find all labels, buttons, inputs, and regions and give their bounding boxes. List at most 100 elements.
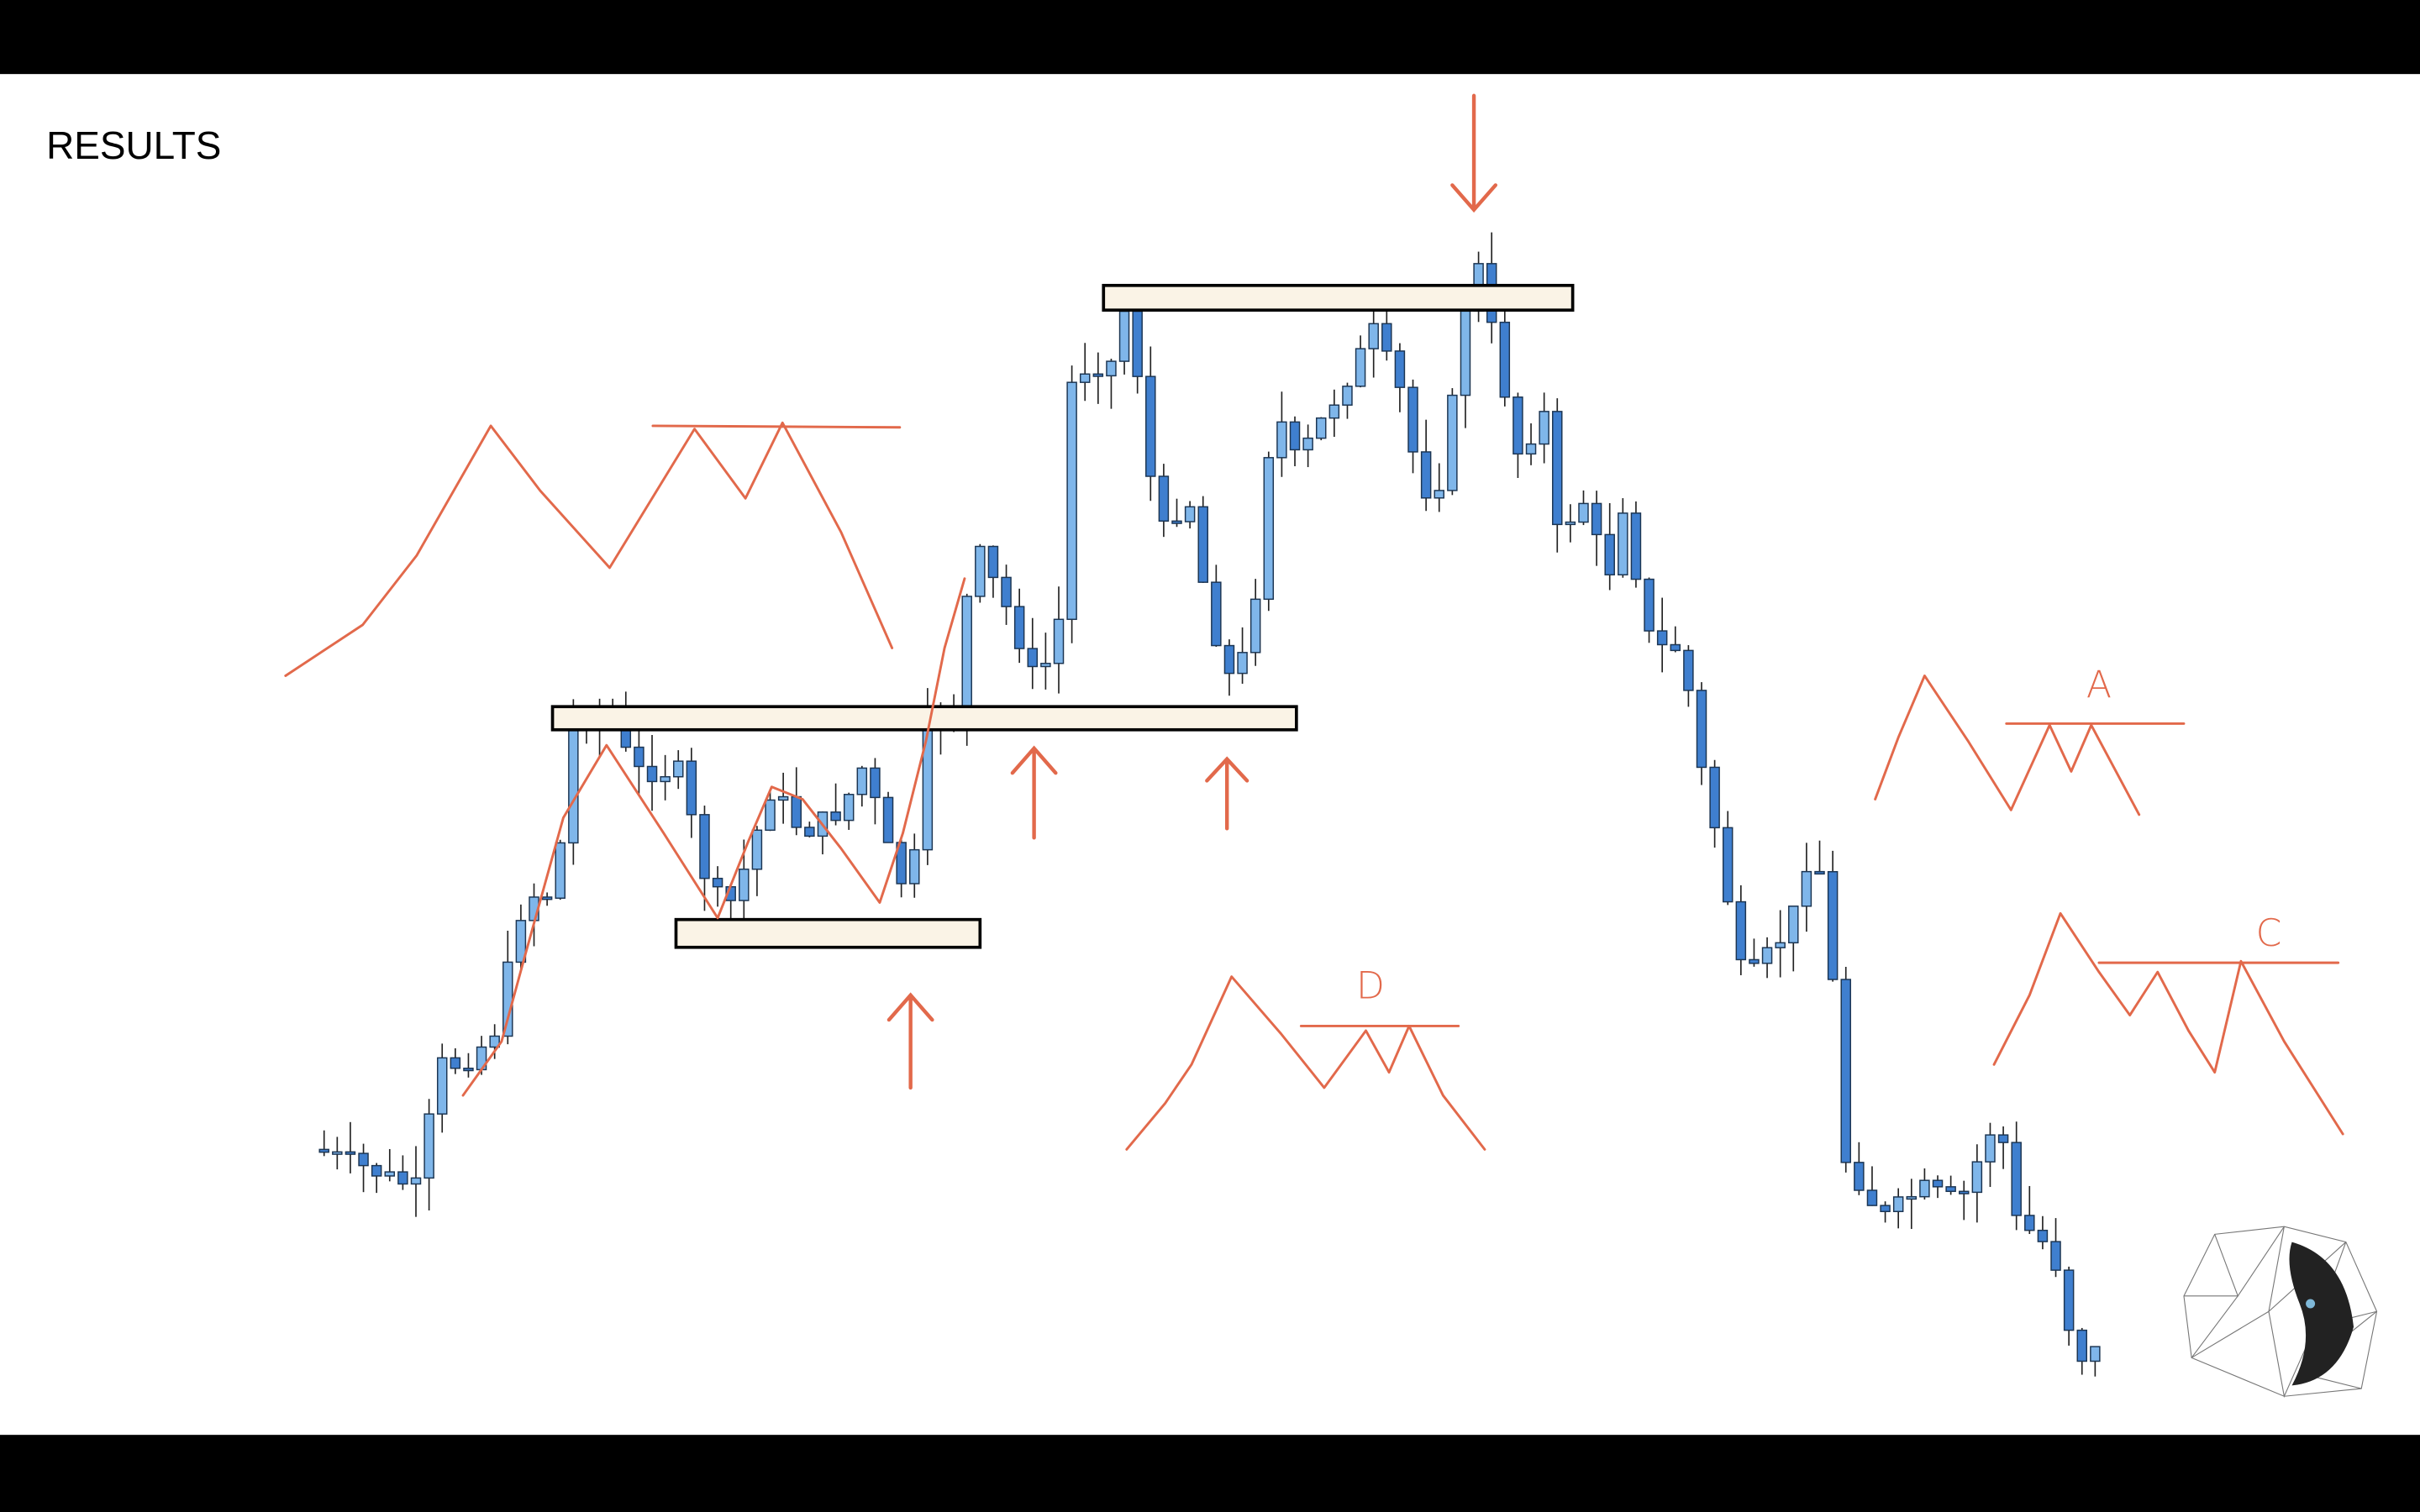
candle-body — [1775, 942, 1786, 948]
candle-body — [436, 1057, 448, 1115]
candle-body — [1302, 437, 1313, 451]
candle-body — [1801, 870, 1812, 907]
candle-body — [1145, 375, 1156, 477]
candle-body — [2090, 1346, 2101, 1362]
candle-body — [410, 1177, 422, 1185]
sketch-neckline — [651, 424, 902, 429]
candle-body — [397, 1171, 408, 1185]
candle-body — [1722, 827, 1733, 903]
candle-body — [673, 760, 684, 778]
candle-body — [1618, 512, 1628, 576]
candle-body — [1223, 644, 1235, 675]
candle-body — [1420, 451, 1432, 499]
candle-body — [2076, 1329, 2087, 1362]
arrow-up — [1010, 745, 1058, 840]
candle-body — [830, 811, 841, 822]
candle-body — [1696, 690, 1707, 769]
candle-body — [646, 765, 658, 783]
candle-body — [332, 1151, 343, 1155]
candle-body — [1880, 1205, 1891, 1213]
candle-body — [1854, 1162, 1865, 1191]
candle-body — [1512, 396, 1523, 455]
candle-body — [870, 767, 881, 799]
candle-body — [882, 796, 894, 843]
candle-body — [1906, 1195, 1918, 1200]
candle-body — [1604, 533, 1615, 576]
candle-body — [961, 596, 972, 717]
candle-body — [1276, 421, 1287, 459]
candle-body — [1171, 520, 1182, 524]
candle-body — [1040, 663, 1051, 668]
candle-body — [987, 545, 999, 579]
candle-body — [1971, 1161, 1983, 1194]
candle-body — [1066, 381, 1077, 621]
candle-body — [1027, 648, 1039, 668]
candle-body — [896, 842, 907, 885]
candle-body — [1053, 618, 1065, 664]
candle-body — [1197, 506, 1208, 583]
candle-body — [1499, 321, 1511, 398]
candle-body — [1840, 979, 1851, 1163]
candle-body — [1735, 900, 1747, 961]
candle-body — [751, 829, 763, 870]
candle-body — [1656, 630, 1668, 646]
candle-body — [384, 1171, 396, 1177]
label-d: D — [1356, 964, 1385, 1007]
candle-body — [1919, 1179, 1930, 1198]
candle-body — [1249, 598, 1261, 654]
candle-body — [358, 1152, 369, 1167]
candle-body — [1316, 417, 1327, 439]
candle-body — [502, 961, 513, 1037]
candle-body — [1132, 310, 1143, 377]
candle-body — [1184, 506, 1196, 522]
arrows — [886, 93, 1497, 1090]
arrow-up — [1205, 756, 1249, 831]
candle-body — [1997, 1134, 2009, 1143]
candle-body — [541, 896, 553, 900]
candle-body — [975, 545, 986, 597]
candle-body — [1578, 502, 1589, 523]
candle-body — [765, 799, 776, 832]
candle-body — [1827, 870, 1839, 980]
candle-body — [489, 1035, 500, 1048]
candle-body — [1381, 323, 1392, 352]
candle-body — [1460, 310, 1471, 396]
candle-body — [712, 877, 723, 888]
sketch-pattern — [284, 421, 894, 677]
candle-body — [699, 814, 710, 879]
candle-body — [568, 722, 579, 844]
candle-body — [634, 746, 644, 768]
sketch-d — [1125, 975, 1486, 1151]
candle-body — [1106, 360, 1117, 377]
candle-body — [909, 848, 920, 885]
resistance-zone — [550, 705, 1298, 732]
candle-body — [1525, 443, 1537, 455]
candle-body — [856, 767, 868, 795]
candle-body — [2050, 1241, 2061, 1271]
candle-body — [777, 795, 789, 801]
candle-body — [686, 760, 697, 816]
candle-body — [1237, 652, 1248, 675]
candle-body — [1866, 1189, 1878, 1206]
arrow-down — [1450, 93, 1497, 213]
candle-body — [1959, 1190, 1970, 1194]
candle-body — [1814, 870, 1825, 875]
candle-body — [1407, 386, 1418, 453]
logo — [2183, 1226, 2378, 1399]
candle-body — [1289, 421, 1301, 451]
candle-body — [739, 869, 750, 901]
support-zone — [674, 917, 982, 949]
candle-body — [1630, 512, 1642, 580]
candle-body — [1211, 581, 1222, 647]
candle-body — [463, 1068, 474, 1072]
label-a: A — [2086, 664, 2112, 706]
candle-body — [1932, 1179, 1944, 1188]
sketch-c — [1992, 911, 2344, 1136]
slide-title: RESULTS — [46, 123, 221, 167]
arrow-up — [886, 992, 934, 1090]
candle-body — [1709, 766, 1720, 829]
candle-body — [450, 1057, 461, 1069]
candle-body — [1158, 475, 1170, 522]
